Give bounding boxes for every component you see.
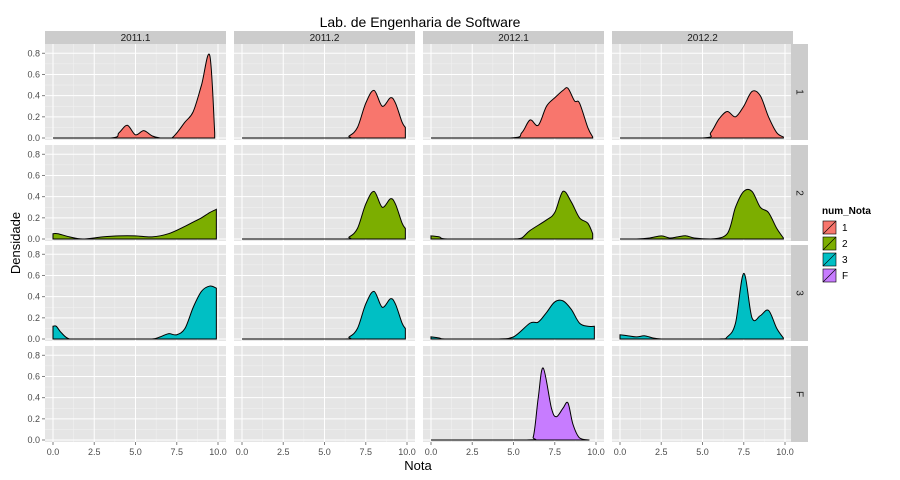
y-tick-label: 0.0 — [27, 334, 40, 344]
density-area-2-2011.2 — [242, 190, 406, 240]
legend-swatch-slash — [822, 220, 837, 235]
facet-panel — [234, 346, 415, 442]
x-tick-label: 2.5 — [277, 447, 290, 457]
legend: num_Nota 1 2 3 F — [821, 206, 871, 284]
density-area-3-2011.2 — [242, 290, 406, 340]
x-tick-label: 2.5 — [88, 447, 101, 457]
density-area-1-2011.1 — [53, 53, 216, 139]
x-tick-label: 0.0 — [425, 447, 438, 457]
y-tick-label: 0.4 — [27, 192, 40, 202]
x-tick-label: 2.5 — [466, 447, 479, 457]
x-tick-label: 10.0 — [776, 447, 794, 457]
facet-panel — [234, 245, 415, 341]
y-tick-label: 0.0 — [27, 234, 40, 244]
column-strip-label: 2012.1 — [498, 33, 529, 44]
y-tick-label: 0.4 — [27, 393, 40, 403]
density-area-1-2012.2 — [620, 90, 784, 139]
row-strip-label: 1 — [794, 89, 805, 95]
x-tick-label: 0.0 — [614, 447, 627, 457]
x-tick-label: 7.5 — [737, 447, 750, 457]
density-area-F-2012.1 — [431, 367, 590, 441]
y-tick-label: 0.6 — [27, 170, 40, 180]
y-tick-label: 0.2 — [27, 213, 40, 223]
x-tick-label: 5.0 — [696, 447, 709, 457]
x-tick-label: 7.5 — [548, 447, 561, 457]
y-axis-label: Densidade — [8, 212, 23, 274]
y-tick-label: 0.4 — [27, 91, 40, 101]
x-tick-label: 5.0 — [129, 447, 142, 457]
x-tick-label: 5.0 — [507, 447, 520, 457]
density-area-1-2011.2 — [242, 89, 406, 139]
facet-panel — [612, 44, 793, 140]
y-tick-label: 0.4 — [27, 292, 40, 302]
column-strip-label: 2011.2 — [310, 33, 340, 44]
x-tick-label: 7.5 — [170, 447, 183, 457]
y-tick-label: 0.8 — [27, 350, 40, 360]
y-tick-label: 0.2 — [27, 313, 40, 323]
legend-swatch-slash — [822, 252, 837, 267]
legend-label: F — [842, 271, 848, 282]
y-tick-label: 0.0 — [27, 133, 40, 143]
row-strip — [791, 44, 808, 140]
y-tick-label: 0.6 — [27, 69, 40, 79]
legend-title: num_Nota — [822, 206, 871, 217]
x-axis-label: Nota — [404, 458, 432, 473]
panels-layer — [45, 44, 793, 442]
y-tick-label: 0.6 — [27, 270, 40, 280]
y-tick-label: 0.2 — [27, 414, 40, 424]
density-area-3-2012.1 — [430, 299, 595, 340]
y-tick-label: 0.8 — [27, 249, 40, 259]
x-tick-label: 10.0 — [209, 447, 227, 457]
column-strip — [45, 31, 226, 44]
x-tick-label: 10.0 — [587, 447, 605, 457]
y-tick-label: 0.6 — [27, 371, 40, 381]
row-strip — [791, 245, 808, 341]
density-area-3-2012.2 — [619, 272, 784, 340]
x-tick-label: 5.0 — [318, 447, 331, 457]
strips-layer: 2011.1 2011.2 2012.1 2012.2 1 2 3 F — [45, 31, 808, 442]
facet-panel — [45, 44, 226, 140]
facet-panel — [234, 145, 415, 241]
column-strip — [423, 31, 604, 44]
x-tick-label: 0.0 — [236, 447, 249, 457]
x-tick-label: 0.0 — [47, 447, 60, 457]
row-strip — [791, 145, 808, 241]
chart-title: Lab. de Engenharia de Software — [320, 14, 521, 30]
facet-panel — [45, 346, 226, 442]
x-tick-label: 2.5 — [655, 447, 668, 457]
column-strip — [234, 31, 415, 44]
row-strip-label: F — [794, 391, 805, 397]
facet-panel — [423, 346, 604, 442]
y-tick-label: 0.2 — [27, 112, 40, 122]
legend-label: 3 — [842, 255, 848, 266]
legend-swatch-slash — [822, 236, 837, 251]
density-area-2-2012.2 — [620, 188, 784, 240]
x-tick-label: 10.0 — [398, 447, 416, 457]
density-area-2-2012.1 — [430, 190, 594, 240]
density-area-3-2011.1 — [52, 285, 217, 340]
y-tick-label: 0.0 — [27, 435, 40, 445]
legend-swatch-slash — [822, 268, 837, 283]
y-tick-label: 0.8 — [27, 48, 40, 58]
legend-label: 1 — [842, 223, 848, 234]
density-area-1-2012.1 — [431, 87, 594, 139]
legend-label: 2 — [842, 239, 848, 250]
facet-panel — [612, 346, 793, 442]
axes-layer: 0.0 0.2 0.4 0.6 0.8 0.0 0.2 0.4 0.6 0.8 0.0 0.2 0.4 0… — [27, 48, 793, 457]
density-area-2-2011.1 — [52, 208, 217, 240]
x-tick-label: 7.5 — [359, 447, 372, 457]
row-strip-label: 3 — [794, 290, 805, 296]
y-tick-label: 0.8 — [27, 149, 40, 159]
column-strip — [612, 31, 793, 44]
row-strip — [791, 346, 808, 442]
row-strip-label: 2 — [794, 190, 805, 196]
column-strip-label: 2012.2 — [687, 33, 718, 44]
column-strip-label: 2011.1 — [121, 33, 151, 44]
